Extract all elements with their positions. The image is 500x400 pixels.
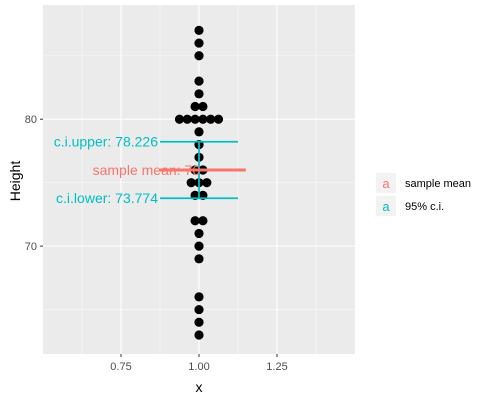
data-point xyxy=(194,228,204,239)
data-point xyxy=(186,178,196,188)
legend-key-background-0 xyxy=(376,173,396,193)
data-point xyxy=(190,101,200,112)
legend: a sample mean a 95% c.i. xyxy=(376,173,471,216)
x-tick-label: 1.00 xyxy=(188,361,209,373)
data-point xyxy=(194,292,204,302)
data-point xyxy=(194,25,204,35)
y-tick-label: 70 xyxy=(25,241,37,253)
data-point xyxy=(202,178,212,188)
data-point xyxy=(194,254,204,264)
ci-upper-label: c.i.upper: 78.226 xyxy=(54,134,159,150)
data-point xyxy=(194,330,204,340)
data-point xyxy=(206,114,216,124)
data-point xyxy=(198,101,208,112)
x-tick-label: 1.25 xyxy=(266,361,287,373)
annotations: c.i.upper: 78.226 sample mean: 76 c.i.lo… xyxy=(54,134,200,206)
data-point xyxy=(198,114,208,124)
legend-label-ci: 95% c.i. xyxy=(405,201,444,213)
data-point xyxy=(194,51,204,61)
data-point xyxy=(194,38,204,48)
ci-lower-label: c.i.lower: 73.774 xyxy=(56,190,158,206)
data-point xyxy=(194,317,204,327)
legend-label-sample-mean: sample mean xyxy=(405,178,471,190)
data-point xyxy=(213,114,224,124)
x-tick-label: 0.75 xyxy=(110,361,131,373)
y-axis-ticks: 70 80 xyxy=(25,114,43,253)
y-axis-title: Height xyxy=(7,161,23,202)
data-point xyxy=(174,114,185,124)
legend-key-background-1 xyxy=(376,196,396,216)
legend-key-glyph-sample-mean: a xyxy=(382,176,390,191)
data-point xyxy=(182,114,192,124)
data-point xyxy=(194,304,204,315)
data-point xyxy=(194,89,204,99)
data-point xyxy=(194,127,204,137)
data-point xyxy=(190,216,200,226)
data-point xyxy=(194,76,204,86)
sample-mean-label: sample mean: 76 xyxy=(93,162,201,178)
x-axis-ticks: 0.75 1.00 1.25 xyxy=(110,354,288,373)
x-axis-title: x xyxy=(196,379,203,395)
legend-key-glyph-ci: a xyxy=(382,199,390,214)
data-point xyxy=(190,114,200,124)
data-point xyxy=(194,241,204,251)
data-points xyxy=(174,25,224,340)
y-tick-label: 80 xyxy=(25,114,37,126)
data-point xyxy=(198,216,208,226)
